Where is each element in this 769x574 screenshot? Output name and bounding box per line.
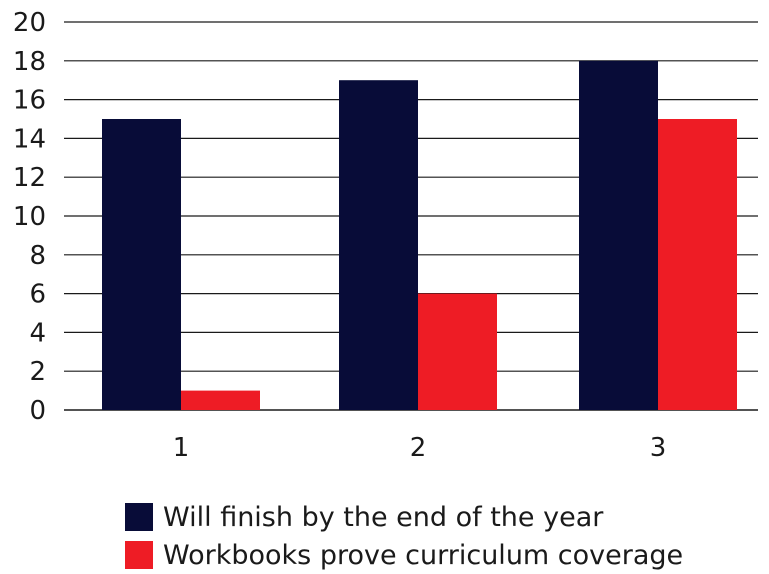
y-tick-label: 18 [13, 47, 46, 77]
bar-1-2 [339, 80, 418, 410]
legend: Will finish by the end of the year Workb… [125, 498, 683, 574]
bars [102, 60, 737, 411]
legend-swatch-series-1 [125, 503, 153, 531]
y-tick-label: 10 [13, 202, 46, 232]
bar-2-2 [418, 293, 497, 410]
y-axis-ticks: 0 2 4 6 8 10 12 14 16 18 20 [13, 8, 46, 426]
bar-1-3 [579, 60, 658, 411]
legend-item-series-1: Will finish by the end of the year [125, 498, 683, 536]
bar-2-1 [181, 390, 260, 410]
y-tick-label: 8 [29, 241, 46, 271]
y-tick-label: 0 [29, 396, 46, 426]
bar-2-3 [658, 119, 737, 410]
x-tick-label: 2 [410, 433, 427, 463]
y-tick-label: 12 [13, 163, 46, 193]
legend-swatch-series-2 [125, 541, 153, 569]
legend-label-series-2: Workbooks prove curriculum coverage [163, 539, 684, 571]
x-tick-label: 1 [173, 433, 190, 463]
x-axis-ticks: 1 2 3 [173, 433, 667, 463]
legend-label-series-1: Will finish by the end of the year [163, 501, 604, 533]
y-tick-label: 14 [13, 124, 46, 154]
y-tick-label: 20 [13, 8, 46, 38]
y-tick-label: 2 [29, 357, 46, 387]
y-tick-label: 16 [13, 86, 46, 116]
bar-1-1 [102, 119, 181, 410]
x-tick-label: 3 [650, 433, 667, 463]
legend-item-series-2: Workbooks prove curriculum coverage [125, 536, 683, 574]
y-tick-label: 6 [29, 280, 46, 310]
y-tick-label: 4 [29, 318, 46, 348]
